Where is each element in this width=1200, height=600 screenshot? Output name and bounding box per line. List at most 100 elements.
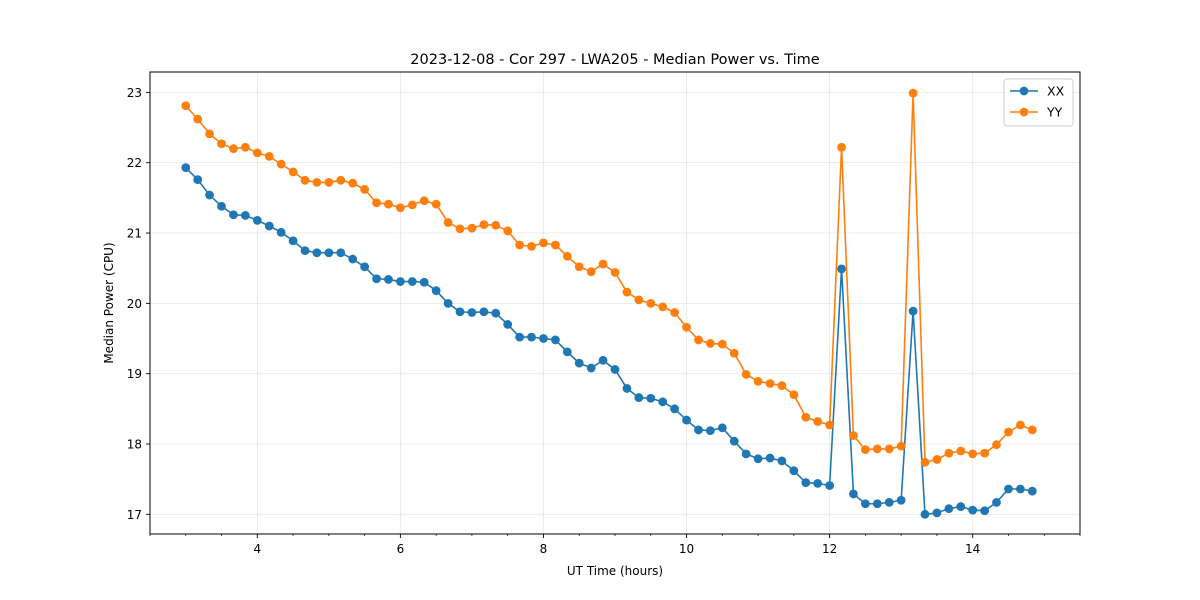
- data-point-xx: [694, 425, 703, 435]
- data-point-yy: [837, 142, 846, 152]
- data-point-yy: [205, 129, 214, 139]
- data-point-xx: [348, 254, 358, 264]
- data-point-xx: [372, 274, 381, 284]
- data-point-xx: [932, 508, 942, 518]
- data-point-yy: [658, 302, 668, 312]
- data-point-xx: [956, 502, 966, 511]
- data-point-xx: [849, 489, 858, 499]
- data-point-yy: [801, 412, 811, 422]
- data-point-yy: [252, 148, 262, 158]
- data-point-xx: [229, 210, 238, 220]
- data-point-yy: [765, 379, 775, 388]
- data-point-xx: [968, 505, 978, 515]
- data-point-xx: [503, 320, 513, 329]
- data-point-yy: [670, 308, 679, 317]
- data-point-yy: [551, 240, 560, 250]
- data-point-yy: [276, 159, 286, 169]
- data-point-yy: [1004, 427, 1013, 437]
- y-tick-label: 23: [127, 86, 142, 100]
- data-point-yy: [849, 431, 858, 440]
- y-tick-label: 17: [127, 508, 142, 522]
- data-point-xx: [1027, 486, 1037, 496]
- data-point-xx: [789, 466, 799, 476]
- data-point-yy: [872, 444, 882, 454]
- data-point-yy: [1027, 425, 1037, 435]
- data-point-xx: [884, 497, 894, 507]
- data-point-yy: [360, 185, 370, 194]
- data-point-yy: [407, 200, 417, 210]
- data-point-yy: [574, 262, 584, 272]
- data-point-yy: [622, 287, 632, 297]
- data-point-yy: [741, 369, 751, 379]
- data-point-yy: [980, 448, 990, 458]
- data-point-yy: [789, 390, 799, 400]
- data-point-xx: [300, 246, 310, 256]
- y-axis-label: Median Power (CPU): [102, 242, 116, 363]
- data-point-yy: [753, 377, 763, 386]
- data-point-xx: [872, 499, 882, 509]
- data-point-yy: [515, 240, 525, 250]
- legend-label-yy: YY: [1046, 105, 1063, 120]
- data-point-xx: [682, 415, 691, 425]
- data-point-xx: [276, 227, 286, 237]
- data-point-xx: [527, 332, 536, 342]
- data-point-xx: [741, 449, 751, 459]
- data-point-xx: [515, 332, 525, 342]
- data-point-yy: [705, 339, 715, 348]
- data-point-xx: [670, 404, 679, 414]
- data-point-xx: [491, 308, 501, 318]
- data-point-yy: [455, 224, 465, 234]
- data-point-yy: [527, 241, 536, 251]
- legend: XX YY: [1003, 78, 1074, 127]
- data-point-xx: [705, 426, 715, 436]
- data-point-xx: [312, 248, 322, 258]
- y-tick-label: 22: [127, 156, 142, 170]
- data-point-yy: [646, 298, 656, 308]
- data-point-yy: [240, 142, 250, 152]
- data-point-yy: [539, 238, 548, 248]
- data-point-yy: [479, 220, 489, 229]
- data-point-xx: [419, 277, 429, 287]
- data-point-xx: [336, 248, 346, 258]
- data-point-xx: [431, 286, 441, 296]
- data-series: [181, 88, 1037, 519]
- data-point-yy: [348, 178, 358, 188]
- data-point-xx: [562, 347, 572, 357]
- data-point-yy: [300, 175, 310, 185]
- data-point-yy: [324, 178, 334, 187]
- data-point-yy: [968, 449, 978, 459]
- data-point-xx: [598, 355, 608, 365]
- data-point-yy: [956, 446, 966, 456]
- data-point-yy: [193, 114, 203, 124]
- data-point-xx: [443, 298, 453, 308]
- data-point-xx: [992, 497, 1001, 507]
- data-point-yy: [932, 455, 942, 464]
- data-point-xx: [479, 307, 489, 317]
- data-point-yy: [288, 167, 298, 177]
- data-point-xx: [801, 478, 811, 488]
- data-point-xx: [860, 499, 870, 509]
- data-point-xx: [729, 436, 739, 446]
- data-point-xx: [586, 363, 596, 373]
- data-point-yy: [586, 267, 596, 277]
- data-point-xx: [920, 509, 930, 519]
- data-point-yy: [431, 199, 441, 209]
- data-point-xx: [753, 454, 763, 464]
- data-point-xx: [467, 308, 477, 317]
- x-tick-label: 8: [540, 542, 548, 556]
- data-point-xx: [240, 211, 250, 220]
- data-point-yy: [372, 198, 381, 208]
- data-point-xx: [455, 307, 465, 317]
- data-point-yy: [729, 348, 739, 358]
- data-point-yy: [503, 226, 513, 236]
- data-point-xx: [539, 334, 548, 343]
- data-point-yy: [264, 151, 274, 161]
- data-point-xx: [765, 453, 775, 463]
- data-point-yy: [562, 251, 572, 261]
- chart-title: 2023-12-08 - Cor 297 - LWA205 - Median P…: [410, 52, 819, 68]
- y-tick-label: 18: [127, 437, 142, 451]
- data-point-xx: [264, 221, 274, 231]
- data-point-yy: [384, 199, 393, 209]
- data-point-yy: [598, 259, 608, 269]
- axis-ticks: 4 6 8 10 12 14 17 18 19 20 21 22 23: [127, 86, 1081, 556]
